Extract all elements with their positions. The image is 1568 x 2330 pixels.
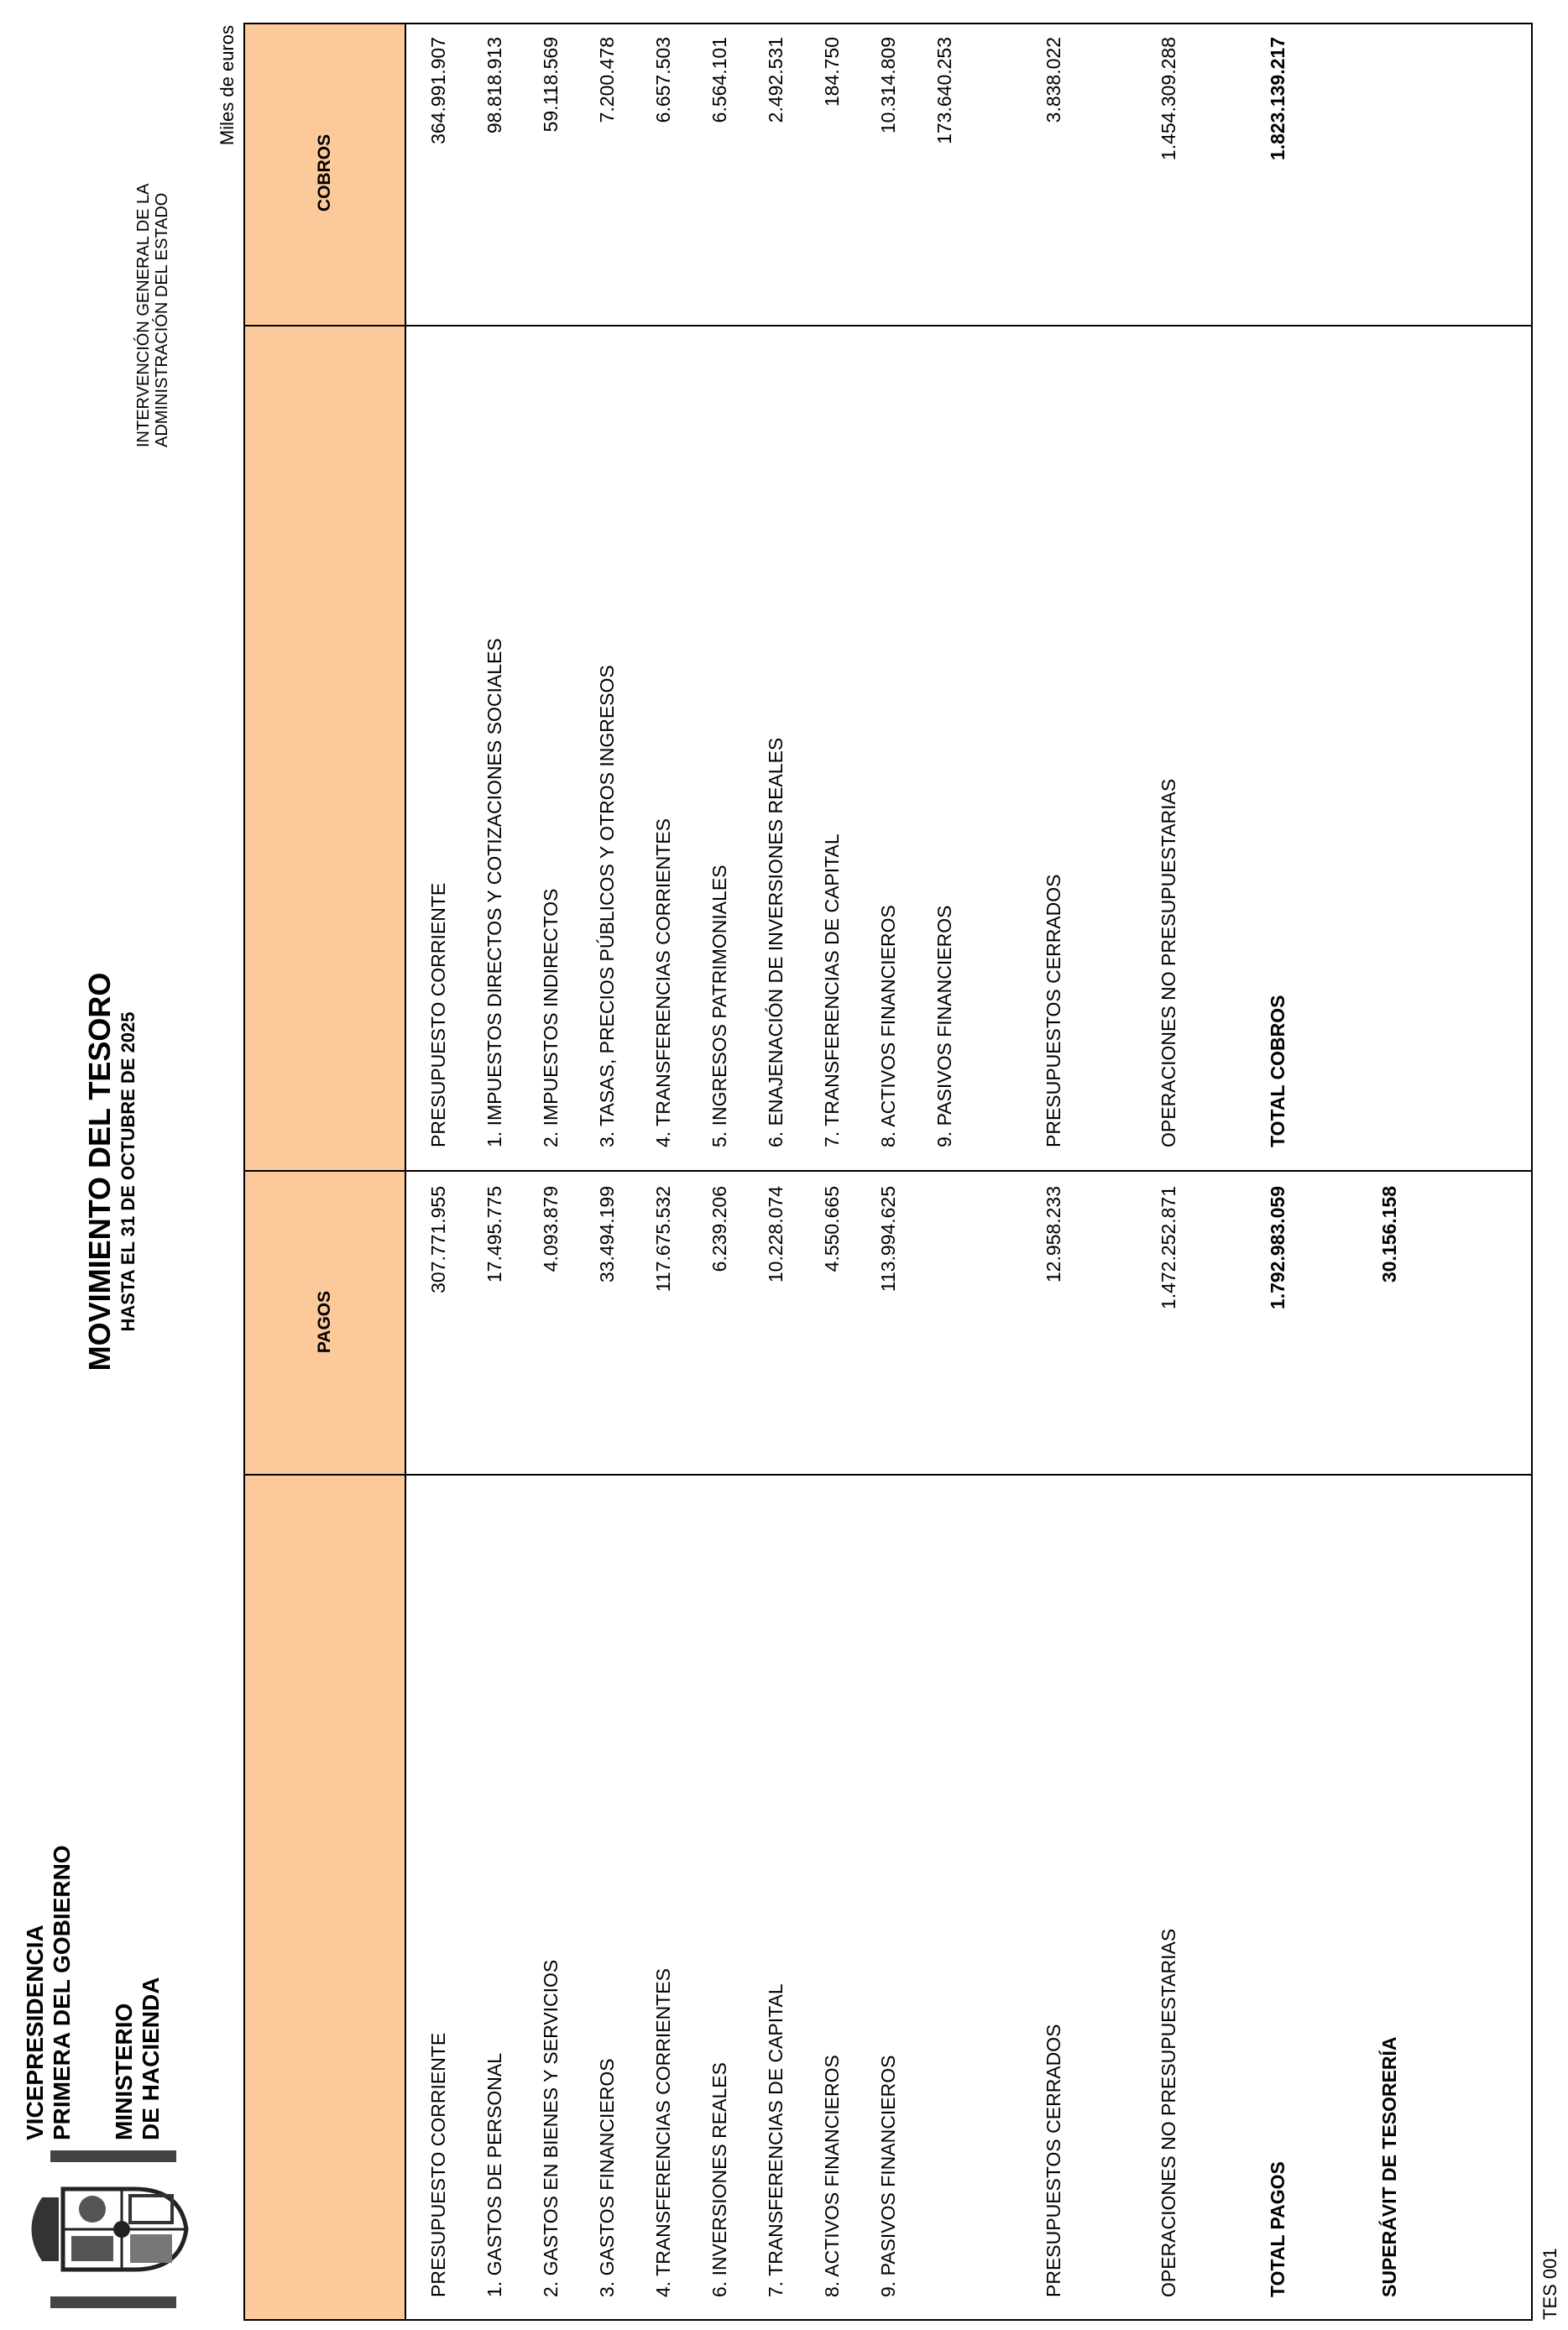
cobro-value: 173.640.253 [933, 37, 955, 144]
table-row: 7. TRANSFERENCIAS DE CAPITAL 10.228.074 6.… [748, 24, 804, 2319]
pago-label: TOTAL PAGOS [1267, 2161, 1288, 2297]
pago-label: 9. PASIVOS FINANCIEROS [877, 2055, 899, 2297]
pago-value: 6.239.206 [708, 1186, 730, 1272]
cobros-header: COBROS [315, 133, 334, 212]
pago-label: OPERACIONES NO PRESUPUESTARIAS [1158, 1928, 1179, 2297]
pago-label: 2. GASTOS EN BIENES Y SERVICIOS [540, 1959, 562, 2297]
pago-label: 1. GASTOS DE PERSONAL [483, 2052, 505, 2297]
pago-value: 307.771.955 [427, 1186, 449, 1293]
table-row: SUPERÁVIT DE TESORERÍA 30.156.158 [1362, 24, 1418, 2319]
table-row: 3. GASTOS FINANCIEROS 33.494.199 3. TASAS,… [579, 24, 635, 2319]
cobro-label: 6. ENAJENACIÓN DE INVERSIONES REALES [765, 737, 787, 1147]
cobro-label: PRESUPUESTO CORRIENTE [427, 882, 449, 1147]
cobro-value: 1.823.139.217 [1267, 37, 1288, 161]
org-line-2: PRIMERA DEL GOBIERNO [49, 1845, 75, 2140]
pago-value: 113.994.625 [877, 1186, 899, 1293]
pago-value: 1.472.252.871 [1158, 1186, 1179, 1310]
pago-label: SUPERÁVIT DE TESORERÍA [1378, 2036, 1400, 2297]
pago-value: 33.494.199 [596, 1186, 618, 1283]
cobro-value: 59.118.569 [540, 37, 562, 133]
cobro-label [1362, 325, 1418, 1147]
table-row: OPERACIONES NO PRESUPUESTARIAS 1.472.252.… [1141, 24, 1197, 2319]
pago-value: 117.675.532 [652, 1186, 674, 1293]
cobro-label: 8. ACTIVOS FINANCIEROS [877, 905, 899, 1147]
table-row: 2. GASTOS EN BIENES Y SERVICIOS 4.093.879… [523, 24, 579, 2319]
table-row: 4. TRANSFERENCIAS CORRIENTES 117.675.532 4… [635, 24, 692, 2319]
cobro-label: 1. IMPUESTOS DIRECTOS Y COTIZACIONES SOC… [483, 638, 505, 1147]
cobro-label: 9. PASIVOS FINANCIEROS [933, 905, 955, 1147]
org-line-1: VICEPRESIDENCIA [22, 1925, 48, 2140]
treasury-table: PAGOS COBROS PRESUPUESTO CORRIENTE 307.77… [243, 23, 1533, 2321]
table-row: 6. INVERSIONES REALES 6.239.206 5. INGRESO… [692, 24, 748, 2319]
units-label: Miles de euros [217, 25, 238, 146]
document-code: TES 001 [1539, 2248, 1560, 2320]
pago-value: 17.495.775 [483, 1186, 505, 1283]
cobro-label: 4. TRANSFERENCIAS CORRIENTES [652, 818, 674, 1147]
page-title: MOVIMIENTO DEL TESORO [82, 972, 117, 1371]
cobro-value: 184.750 [821, 37, 843, 107]
pago-label: 8. ACTIVOS FINANCIEROS [821, 2055, 843, 2297]
pagos-header: PAGOS [315, 1290, 334, 1354]
table-row: 1. GASTOS DE PERSONAL 17.495.775 1. IMPUES… [467, 24, 523, 2319]
cobro-value: 98.818.913 [483, 37, 505, 134]
cobro-value [1362, 37, 1418, 325]
cobro-value: 7.200.478 [596, 37, 618, 123]
pago-label [917, 1475, 973, 2297]
cobro-label: PRESUPUESTOS CERRADOS [1043, 874, 1064, 1147]
coat-of-arms-logo [25, 2147, 190, 2312]
table-row: 8. ACTIVOS FINANCIEROS 4.550.665 7. TRANSF… [804, 24, 860, 2319]
pago-value [917, 1186, 973, 1474]
pago-value: 4.550.665 [821, 1186, 843, 1272]
pago-value: 12.958.233 [1043, 1186, 1064, 1283]
pago-value: 4.093.879 [540, 1186, 562, 1272]
pago-label: 7. TRANSFERENCIAS DE CAPITAL [765, 1983, 787, 2297]
pago-label: 3. GASTOS FINANCIEROS [596, 2058, 618, 2297]
table-row: TOTAL PAGOS 1.792.983.059 TOTAL COBROS 1.82… [1250, 24, 1306, 2319]
pago-value: 10.228.074 [765, 1186, 787, 1283]
igae-line-2: ADMINISTRACIÓN DEL ESTADO [153, 192, 171, 447]
cobro-value: 3.838.022 [1043, 37, 1064, 123]
cobro-label: 3. TASAS, PRECIOS PÚBLICOS Y OTROS INGRE… [596, 665, 618, 1147]
cobro-value: 10.314.809 [877, 37, 899, 134]
cobro-value: 2.492.531 [765, 37, 787, 123]
table-header: PAGOS COBROS [245, 24, 406, 2319]
cobro-label: TOTAL COBROS [1267, 995, 1288, 1147]
pago-value: 1.792.983.059 [1267, 1186, 1288, 1310]
table-row: 9. PASIVOS FINANCIEROS 173.640.253 [917, 24, 973, 2319]
cobro-label: 2. IMPUESTOS INDIRECTOS [540, 888, 562, 1147]
pago-label: PRESUPUESTOS CERRADOS [1043, 2024, 1064, 2297]
pago-label: PRESUPUESTO CORRIENTE [427, 2032, 449, 2297]
organization-name: VICEPRESIDENCIA PRIMERA DEL GOBIERNO [22, 1845, 76, 2140]
cobro-value: 1.454.309.288 [1158, 37, 1179, 161]
cobro-label: 7. TRANSFERENCIAS DE CAPITAL [821, 833, 843, 1147]
pago-label: 6. INVERSIONES REALES [708, 2062, 730, 2297]
page-subtitle: HASTA EL 31 DE OCTUBRE DE 2025 [118, 1011, 139, 1332]
pago-value: 30.156.158 [1378, 1186, 1400, 1283]
igae-line-1: INTERVENCIÓN GENERAL DE LA [134, 183, 153, 447]
cobro-value: 6.564.101 [708, 37, 730, 123]
cobro-label: 5. INGRESOS PATRIMONIALES [708, 865, 730, 1147]
issuing-body: INTERVENCIÓN GENERAL DE LA ADMINISTRACIÓ… [134, 183, 171, 447]
pago-label: 4. TRANSFERENCIAS CORRIENTES [652, 1968, 674, 2297]
ministry-line-1: MINISTERIO [111, 2003, 137, 2140]
cobro-value: 364.991.907 [427, 37, 449, 144]
table-row: PRESUPUESTO CORRIENTE 307.771.955 PRESUPUE… [410, 24, 467, 2319]
cobro-label: OPERACIONES NO PRESUPUESTARIAS [1158, 778, 1179, 1147]
ministry-name: MINISTERIO DE HACIENDA [111, 1977, 165, 2140]
table-row: PRESUPUESTOS CERRADOS 12.958.233 PRESUPUES… [1026, 24, 1082, 2319]
table-row: 9. PASIVOS FINANCIEROS 113.994.625 8. ACTI… [860, 24, 917, 2319]
ministry-line-2: DE HACIENDA [138, 1977, 164, 2140]
cobro-value: 6.657.503 [652, 37, 674, 123]
